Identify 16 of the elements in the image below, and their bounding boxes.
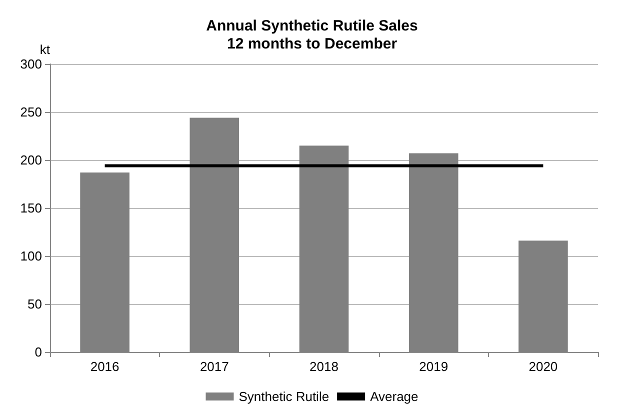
y-tick-label: 50 — [28, 296, 42, 312]
y-tick-label: 200 — [20, 152, 42, 168]
x-tick-label: 2016 — [90, 359, 120, 374]
x-tick-label: 2017 — [200, 359, 229, 374]
y-axis-title: kt — [40, 42, 50, 57]
y-tick-label: 0 — [34, 344, 42, 360]
legend-label: Synthetic Rutile — [238, 389, 330, 404]
legend-label: Average — [370, 389, 418, 404]
y-tick-label: 300 — [20, 56, 42, 72]
y-tick-label: 150 — [20, 200, 42, 216]
x-tick-label: 2020 — [528, 359, 558, 374]
x-tick-label: 2019 — [419, 359, 448, 374]
x-tick-label: 2018 — [310, 359, 338, 374]
y-tick-label: 250 — [20, 104, 42, 120]
y-tick-label: 100 — [20, 248, 42, 264]
chart-title: Annual Synthetic Rutile Sales 12 months to December — [206, 18, 418, 52]
